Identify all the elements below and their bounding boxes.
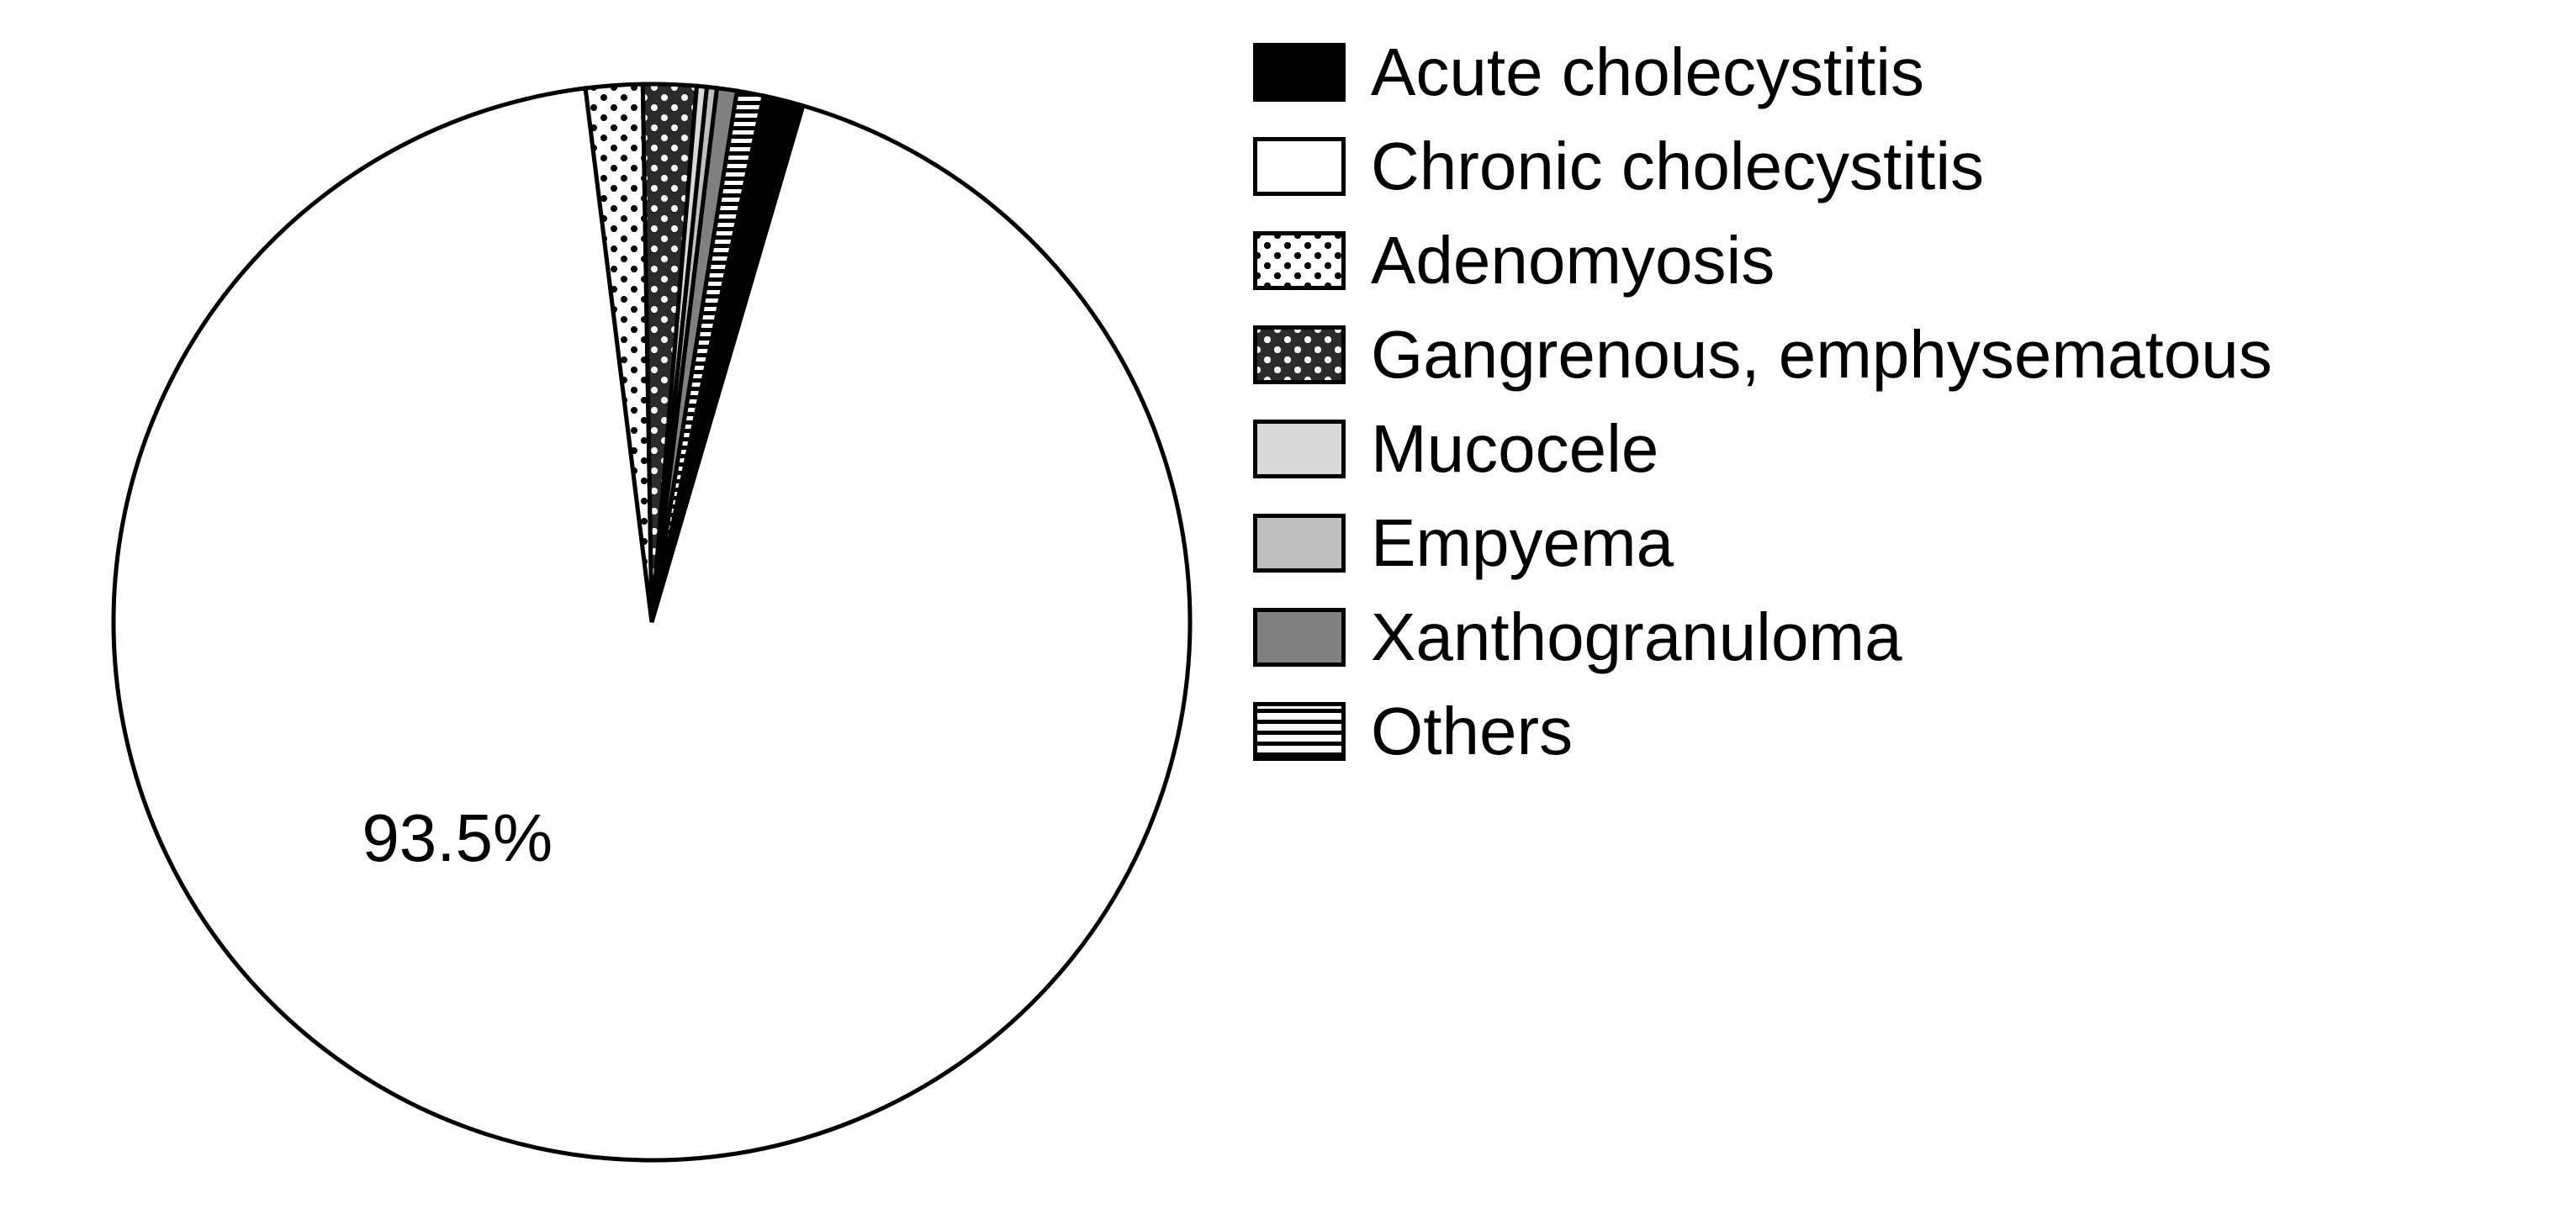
legend-item: Others bbox=[1253, 693, 2272, 770]
legend-item: Mucocele bbox=[1253, 410, 2272, 488]
legend-item: Gangrenous, emphysematous bbox=[1253, 316, 2272, 393]
chart-container: 93.5% Acute cholecystitis Chronic cholecy… bbox=[0, 0, 2576, 1209]
legend-swatch bbox=[1253, 231, 1346, 290]
pie-svg bbox=[84, 42, 1219, 1177]
legend-swatch bbox=[1253, 137, 1346, 196]
legend-label: Xanthogranuloma bbox=[1371, 599, 1902, 676]
legend-item: Acute cholecystitis bbox=[1253, 34, 2272, 111]
legend-swatch bbox=[1253, 325, 1346, 384]
legend-label: Acute cholecystitis bbox=[1371, 34, 1924, 111]
legend-label: Empyema bbox=[1371, 504, 1674, 582]
legend-label: Others bbox=[1371, 693, 1573, 770]
legend-label: Chronic cholecystitis bbox=[1371, 128, 1984, 205]
legend-label: Adenomyosis bbox=[1371, 222, 1775, 299]
legend-item: Chronic cholecystitis bbox=[1253, 128, 2272, 205]
legend-swatch bbox=[1253, 43, 1346, 102]
legend-item: Adenomyosis bbox=[1253, 222, 2272, 299]
pie-column: 93.5% bbox=[84, 42, 1219, 1177]
legend-label: Gangrenous, emphysematous bbox=[1371, 316, 2272, 393]
legend-swatch bbox=[1253, 514, 1346, 573]
legend-swatch bbox=[1253, 420, 1346, 478]
slice-label: 93.5% bbox=[362, 800, 553, 877]
legend-swatch bbox=[1253, 608, 1346, 667]
legend-label: Mucocele bbox=[1371, 410, 1658, 488]
legend: Acute cholecystitis Chronic cholecystitis… bbox=[1253, 34, 2272, 787]
legend-swatch bbox=[1253, 702, 1346, 761]
legend-item: Empyema bbox=[1253, 504, 2272, 582]
legend-item: Xanthogranuloma bbox=[1253, 599, 2272, 676]
